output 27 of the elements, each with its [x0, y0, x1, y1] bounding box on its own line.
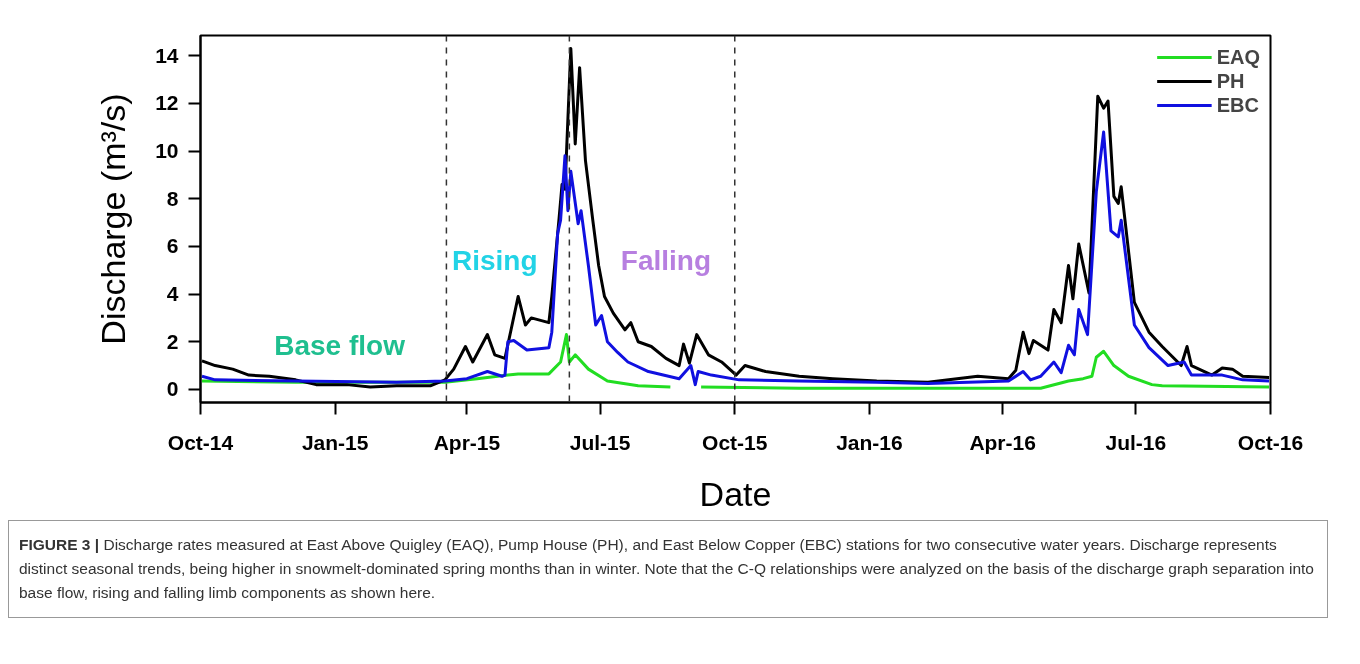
- annotation: Base flow: [274, 330, 406, 362]
- x-tick-label: Jan-15: [301, 430, 369, 454]
- y-tick-label: 6: [166, 234, 179, 258]
- y-axis-title: Discharge (m³/s): [94, 93, 133, 345]
- legend-label: PH: [1216, 69, 1245, 93]
- y-tick-label: 0: [166, 377, 179, 401]
- x-tick-label: Apr-16: [969, 430, 1036, 454]
- x-tick-label: Oct-16: [1237, 430, 1304, 454]
- x-tick-label: Apr-15: [433, 430, 501, 454]
- y-tick-label: 14: [155, 43, 179, 67]
- y-tick-label: 12: [155, 91, 179, 115]
- line-series: [200, 130, 1271, 387]
- y-tick-label: 10: [155, 139, 179, 163]
- y-tick-label: 4: [166, 282, 179, 306]
- y-tick-label: 8: [166, 186, 179, 210]
- x-axis-title: Date: [699, 474, 772, 513]
- legend-label: EBC: [1216, 93, 1259, 117]
- x-tick-label: Jan-16: [836, 430, 903, 454]
- annotation: Rising: [451, 245, 538, 277]
- x-tick-label: Jul-15: [569, 430, 631, 454]
- x-tick-label: Jul-16: [1105, 430, 1167, 454]
- y-tick-label: 2: [166, 329, 179, 353]
- legend-label: EAQ: [1216, 45, 1260, 69]
- x-tick-label: Oct-15: [702, 430, 768, 454]
- caption: FIGURE 3 | Discharge rates measured at East Above Quigley (EAQ), Pump House (PH), and East Below Copper (EBC) stations for two consecutive water years. Discharge represents distinct seasonal trends, being higher in snowmelt-dominated spring months than in winter. Note that the C-Q relationships were analyzed on the basis of the discharge graph separation into base flow, rising and falling limb components as shown here.: [19, 535, 1315, 604]
- x-tick-label: Oct-14: [167, 430, 234, 454]
- annotation: Falling: [620, 245, 712, 277]
